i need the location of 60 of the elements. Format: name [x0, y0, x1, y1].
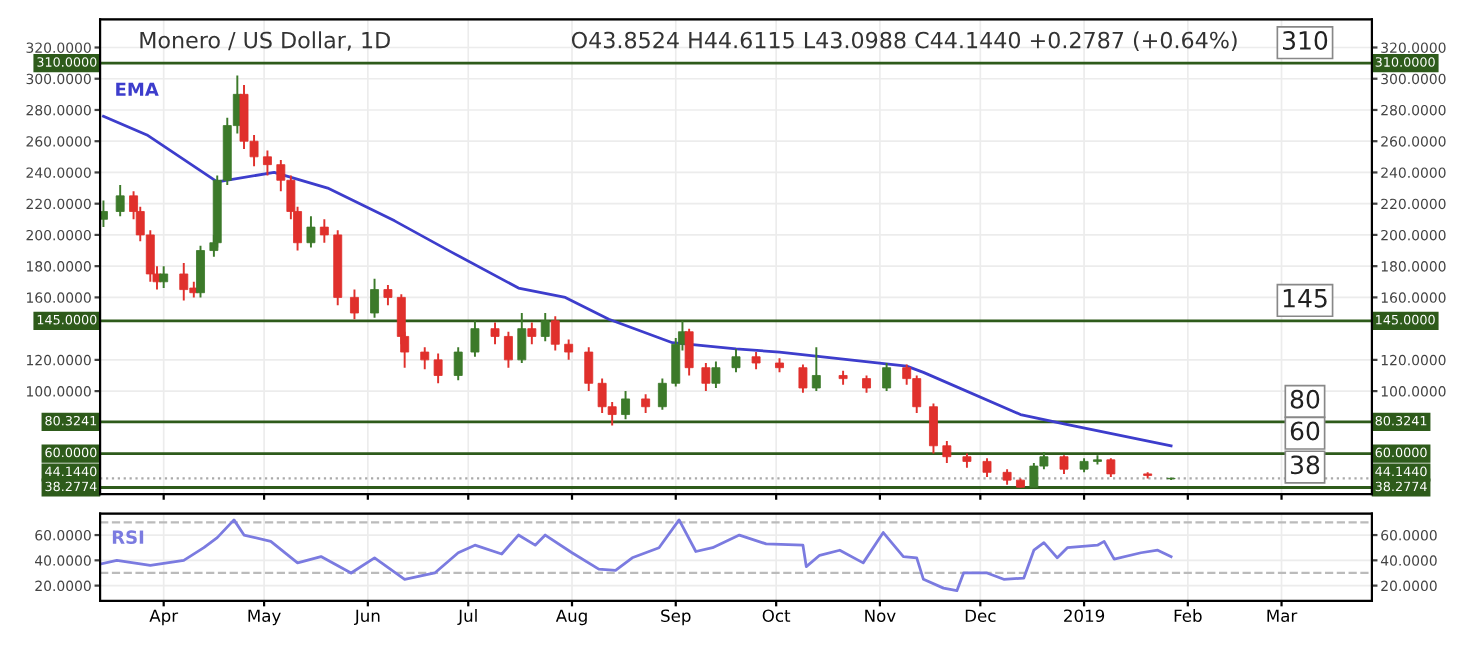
candlestick: [263, 149, 272, 177]
x-tick-label: Feb: [1174, 609, 1202, 623]
candlestick: [433, 352, 443, 385]
chart-title: Monero / US Dollar, 1D: [140, 31, 390, 51]
candlestick: [564, 338, 574, 361]
x-tick-label: Nov: [865, 609, 896, 623]
candlestick: [490, 321, 500, 346]
x-tick-label: Jul: [457, 609, 477, 626]
candlestick: [942, 440, 952, 464]
x-tick-label: Dec: [965, 609, 996, 623]
series-label: RSI: [112, 530, 144, 544]
candlestick: [798, 363, 808, 394]
line-series: [100, 518, 1173, 593]
candlestick: [641, 393, 651, 414]
candlestick: [1106, 457, 1116, 478]
candlestick: [503, 330, 513, 369]
annotation: 38: [1290, 455, 1320, 475]
candlestick: [584, 346, 594, 393]
candlestick: [115, 183, 125, 218]
x-tick-label: Oct: [762, 609, 791, 623]
x-tick-label: Apr: [149, 609, 179, 626]
candlestick: [196, 244, 205, 299]
candlestick: [929, 402, 938, 455]
annotation: 60: [1290, 421, 1320, 441]
candlestick: [306, 215, 316, 249]
candlestick: [882, 362, 892, 393]
annotation: 145: [1283, 289, 1327, 308]
candlestick: [420, 346, 430, 371]
candlestick: [1059, 454, 1069, 475]
candlestick: [711, 360, 721, 389]
candlestick: [550, 315, 560, 352]
candlestick: [319, 218, 329, 244]
candlestick: [684, 327, 694, 377]
candlestick: [517, 312, 527, 364]
x-tick-label: Mar: [1267, 609, 1298, 623]
candlestick: [179, 262, 189, 302]
candlestick: [811, 346, 821, 393]
x-tick-label: Sep: [661, 609, 691, 626]
candlestick: [540, 312, 550, 343]
chart-subtitle: O43.8524 H44.6115 L43.0988 C44.1440 +0.2787 (+0.64%): [571, 31, 1237, 52]
annotation: 310: [1283, 31, 1328, 50]
candlestick: [383, 283, 393, 307]
candlestick: [657, 377, 667, 411]
x-tick-label: Aug: [555, 609, 587, 626]
candlestick: [453, 346, 463, 382]
annotation: 80: [1290, 389, 1320, 409]
candlestick: [731, 347, 741, 374]
x-tick-label: May: [248, 609, 281, 626]
candlestick: [470, 319, 480, 358]
candlestick: [982, 457, 992, 478]
candlestick: [159, 265, 169, 289]
candlestick: [350, 288, 359, 321]
line-series: [102, 114, 1173, 448]
series-label: EMA: [116, 82, 159, 96]
candlestick: [527, 321, 537, 346]
candlestick: [621, 390, 630, 421]
x-tick-label: 2019: [1064, 609, 1105, 623]
candlestick: [701, 362, 711, 393]
candlestick: [370, 277, 379, 319]
x-tick-label: Jun: [353, 609, 380, 626]
